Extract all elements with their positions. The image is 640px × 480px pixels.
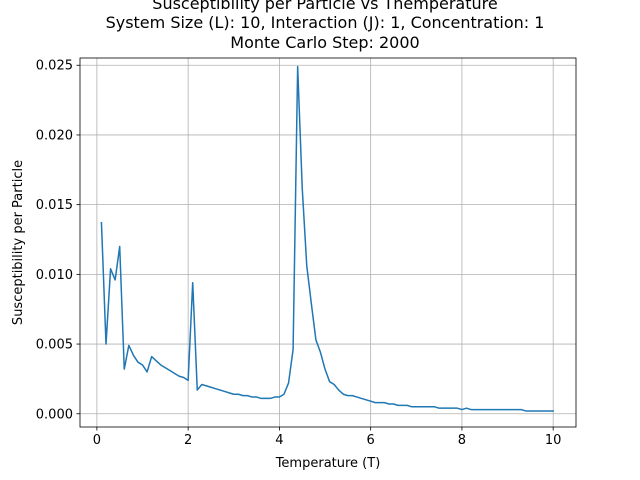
y-tick-label: 0.015 bbox=[36, 198, 73, 213]
x-tick-label: 8 bbox=[458, 433, 466, 448]
chart-title-line-2: System Size (L): 10, Interaction (J): 1,… bbox=[106, 13, 545, 32]
x-tick-label: 10 bbox=[545, 433, 562, 448]
x-tick-label: 6 bbox=[367, 433, 375, 448]
plot-frame bbox=[79, 57, 577, 428]
y-axis: 0.000 0.005 0.010 0.015 0.020 0.025 bbox=[36, 59, 80, 422]
x-tick-label: 4 bbox=[275, 433, 283, 448]
grid bbox=[80, 58, 576, 427]
y-tick-label: 0.000 bbox=[36, 407, 73, 422]
chart-title-line-3: Monte Carlo Step: 2000 bbox=[230, 33, 419, 52]
series-layer bbox=[100, 65, 554, 412]
chart-title-line-1: Susceptibility per Particle vs Themperat… bbox=[152, 0, 497, 13]
x-tick-label: 2 bbox=[184, 433, 192, 448]
x-tick-label: 0 bbox=[93, 433, 101, 448]
plot-area bbox=[80, 58, 576, 427]
y-tick-label: 0.025 bbox=[36, 59, 73, 74]
y-axis-label: Susceptibility per Particle bbox=[11, 160, 26, 325]
x-axis: 0 2 4 6 8 10 bbox=[93, 427, 562, 448]
series-line bbox=[100, 65, 554, 412]
y-tick-label: 0.005 bbox=[36, 338, 73, 353]
x-axis-label: Temperature (T) bbox=[275, 456, 381, 471]
y-tick-label: 0.010 bbox=[36, 268, 73, 283]
chart-title: Susceptibility per Particle vs Themperat… bbox=[106, 0, 545, 52]
y-tick-label: 0.020 bbox=[36, 128, 73, 143]
